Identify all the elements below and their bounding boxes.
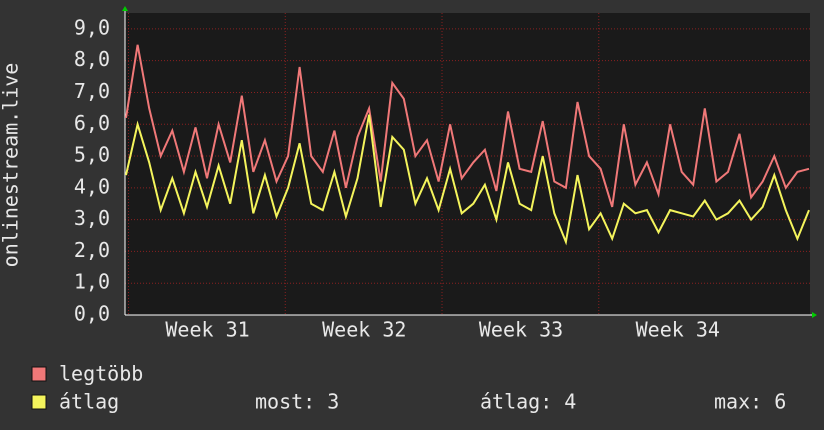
stat-label: most: 3 (255, 390, 339, 414)
x-tick-label: Week 34 (636, 318, 720, 342)
y-tick-label: 8,0 (74, 47, 110, 71)
plot-area (125, 13, 810, 315)
y-tick-label: 7,0 (74, 79, 110, 103)
series-line (125, 114, 810, 246)
y-tick-label: 6,0 (74, 111, 110, 135)
y-axis-label: onlinestream.live (0, 63, 23, 268)
stat-label: max: 6 (714, 390, 786, 414)
stat-label: átlag: 4 (480, 390, 576, 414)
y-tick-label: 9,0 (74, 15, 110, 39)
y-tick-label: 1,0 (74, 270, 110, 294)
y-tick-label: 5,0 (74, 143, 110, 167)
legend-label: átlag (59, 390, 119, 414)
y-tick-label: 4,0 (74, 174, 110, 198)
x-tick-label: Week 31 (165, 318, 249, 342)
y-tick-label: 3,0 (74, 206, 110, 230)
axis-arrow (122, 6, 128, 11)
axis-arrow (812, 312, 817, 318)
legend-label: legtöbb (59, 362, 143, 386)
y-tick-label: 2,0 (74, 238, 110, 262)
x-tick-label: Week 32 (322, 318, 406, 342)
legend-swatch (31, 366, 47, 382)
series-line (125, 44, 810, 208)
x-tick-label: Week 33 (479, 318, 563, 342)
y-tick-label: 0,0 (74, 302, 110, 326)
legend-swatch (31, 394, 47, 410)
